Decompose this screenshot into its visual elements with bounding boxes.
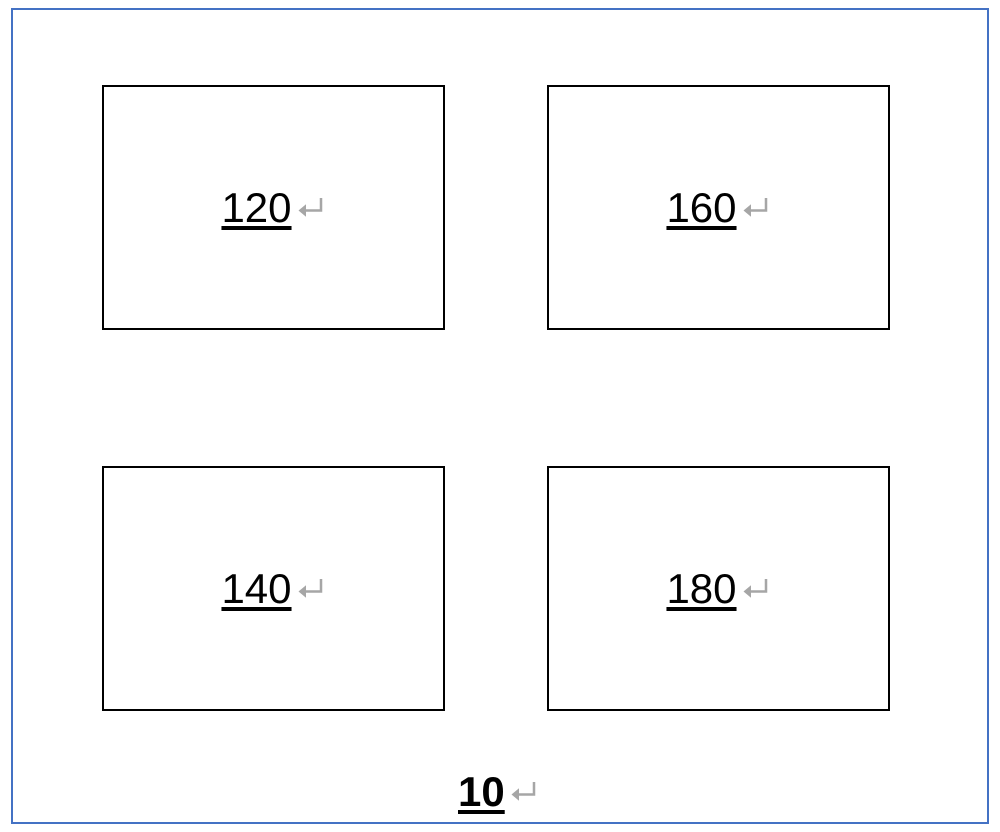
box-label-wrap: 120 — [221, 184, 325, 232]
paragraph-mark-icon — [296, 193, 326, 223]
box-label-wrap: 180 — [666, 565, 770, 613]
figure-label: 10 — [458, 768, 505, 816]
box-label: 160 — [666, 184, 736, 232]
box-label-wrap: 160 — [666, 184, 770, 232]
diagram-box: 180 — [547, 466, 890, 711]
paragraph-mark-icon — [296, 574, 326, 604]
box-label-wrap: 140 — [221, 565, 325, 613]
paragraph-mark-icon — [741, 574, 771, 604]
box-label: 180 — [666, 565, 736, 613]
box-label: 120 — [221, 184, 291, 232]
diagram-box: 140 — [102, 466, 445, 711]
diagram-box: 160 — [547, 85, 890, 330]
diagram-box: 120 — [102, 85, 445, 330]
paragraph-mark-icon — [509, 777, 539, 807]
box-label: 140 — [221, 565, 291, 613]
figure-label-wrap: 10 — [458, 768, 539, 816]
paragraph-mark-icon — [741, 193, 771, 223]
